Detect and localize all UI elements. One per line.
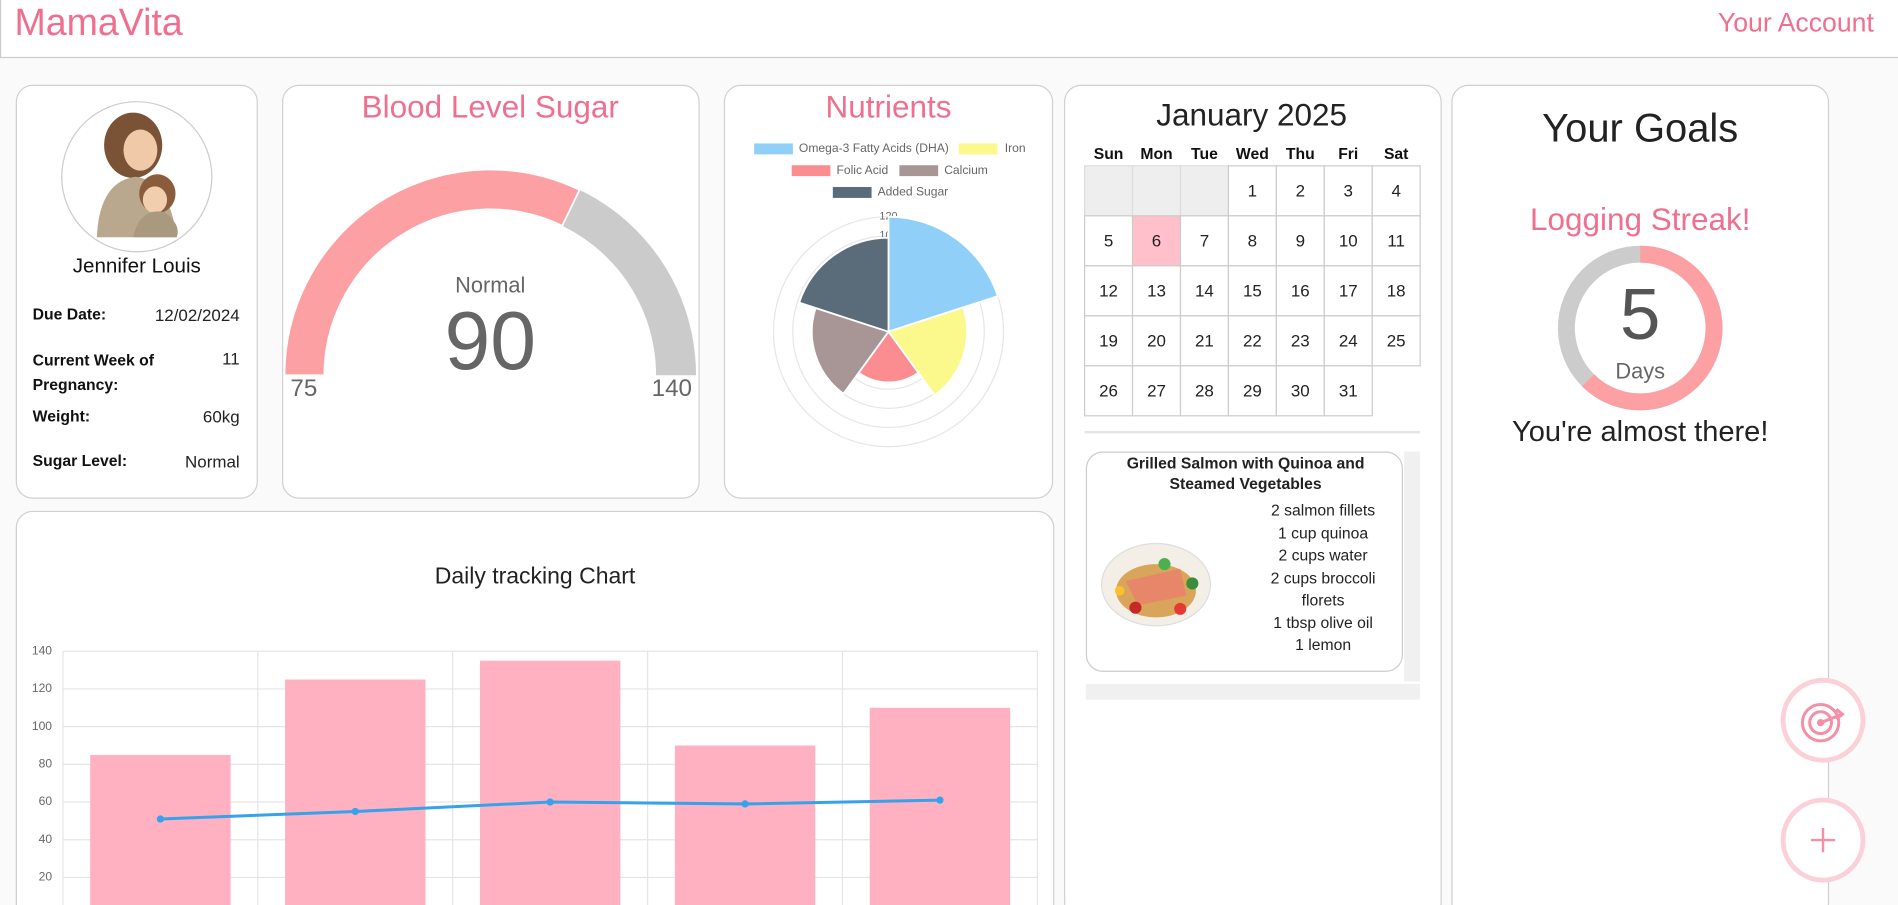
scrollbar[interactable] [1085, 683, 1420, 700]
gauge-card [282, 84, 700, 499]
profile-name: Jennifer Louis [72, 254, 201, 278]
ingredient: 2 cups broccoli florets [1270, 568, 1376, 609]
brand[interactable]: MamaVita [14, 1, 183, 44]
field-value: 12/02/2024 [154, 305, 240, 325]
field-label: Current Week of Pregnancy: [32, 351, 154, 394]
divider [1084, 430, 1420, 434]
scrollbar[interactable] [1404, 451, 1420, 682]
header [0, 0, 1898, 59]
nutrients-card [723, 84, 1054, 499]
field-value: 11 [222, 348, 240, 368]
field-label: Due Date: [32, 305, 107, 324]
ingredient: 1 tbsp olive oil [1273, 613, 1373, 632]
ingredient: 1 cup quinoa [1278, 523, 1369, 542]
field-label: Sugar Level: [32, 451, 128, 470]
field-value: 60kg [202, 406, 240, 427]
ingredient-list: 2 salmon fillets 1 cup quinoa 2 cups water… [1259, 500, 1387, 657]
profile-card [15, 84, 258, 499]
recipe-title: Grilled Salmon with Quinoa and Steamed V… [1126, 453, 1365, 493]
field-label: Weight: [32, 406, 91, 425]
field-value: Normal [185, 451, 240, 471]
ingredient: 2 cups water [1278, 545, 1368, 565]
ingredient: 2 salmon fillets [1271, 501, 1376, 520]
account-link[interactable]: Your Account [1717, 7, 1874, 38]
daily-card [15, 510, 1055, 905]
goals-card [1451, 84, 1830, 905]
ingredient: 1 lemon [1295, 635, 1352, 654]
